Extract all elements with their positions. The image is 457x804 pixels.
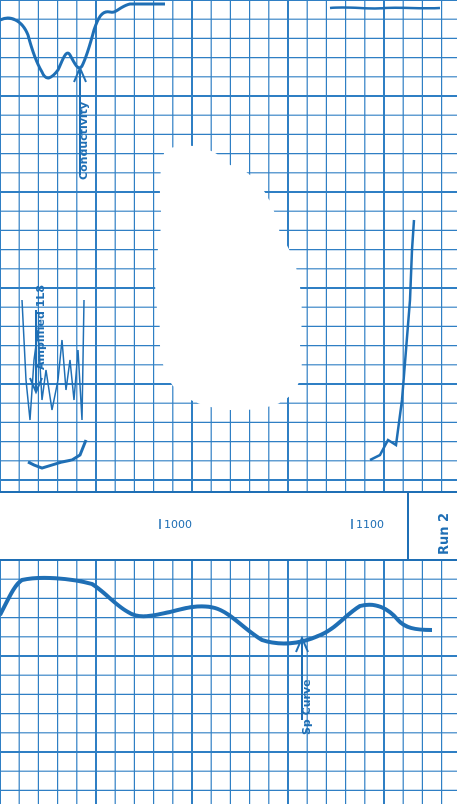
amplified-trace — [27, 439, 88, 470]
amplified-oscillation — [21, 299, 85, 421]
conductivity-label: Conductivity — [77, 102, 90, 180]
blank-patch — [155, 145, 302, 411]
sp-curve-label: Sp Curve — [300, 679, 313, 735]
right-vertical-trace — [369, 219, 416, 462]
grid-lower-panel — [0, 559, 457, 804]
amplified-label: Amplified 1L8 — [34, 285, 47, 370]
tick-label-1100: 1100 — [356, 518, 384, 531]
amplified-arrow — [29, 310, 43, 395]
tick-label-1000: 1000 — [164, 518, 192, 531]
trace-group — [0, 2, 441, 646]
conductivity-trace — [0, 2, 165, 80]
upper-right-trace — [329, 6, 441, 10]
run-label: Run 2 — [437, 513, 452, 555]
sp-curve-arrow — [295, 635, 309, 720]
scale-band — [0, 492, 457, 560]
sp-curve-trace — [0, 575, 433, 646]
conductivity-arrow — [73, 65, 87, 175]
